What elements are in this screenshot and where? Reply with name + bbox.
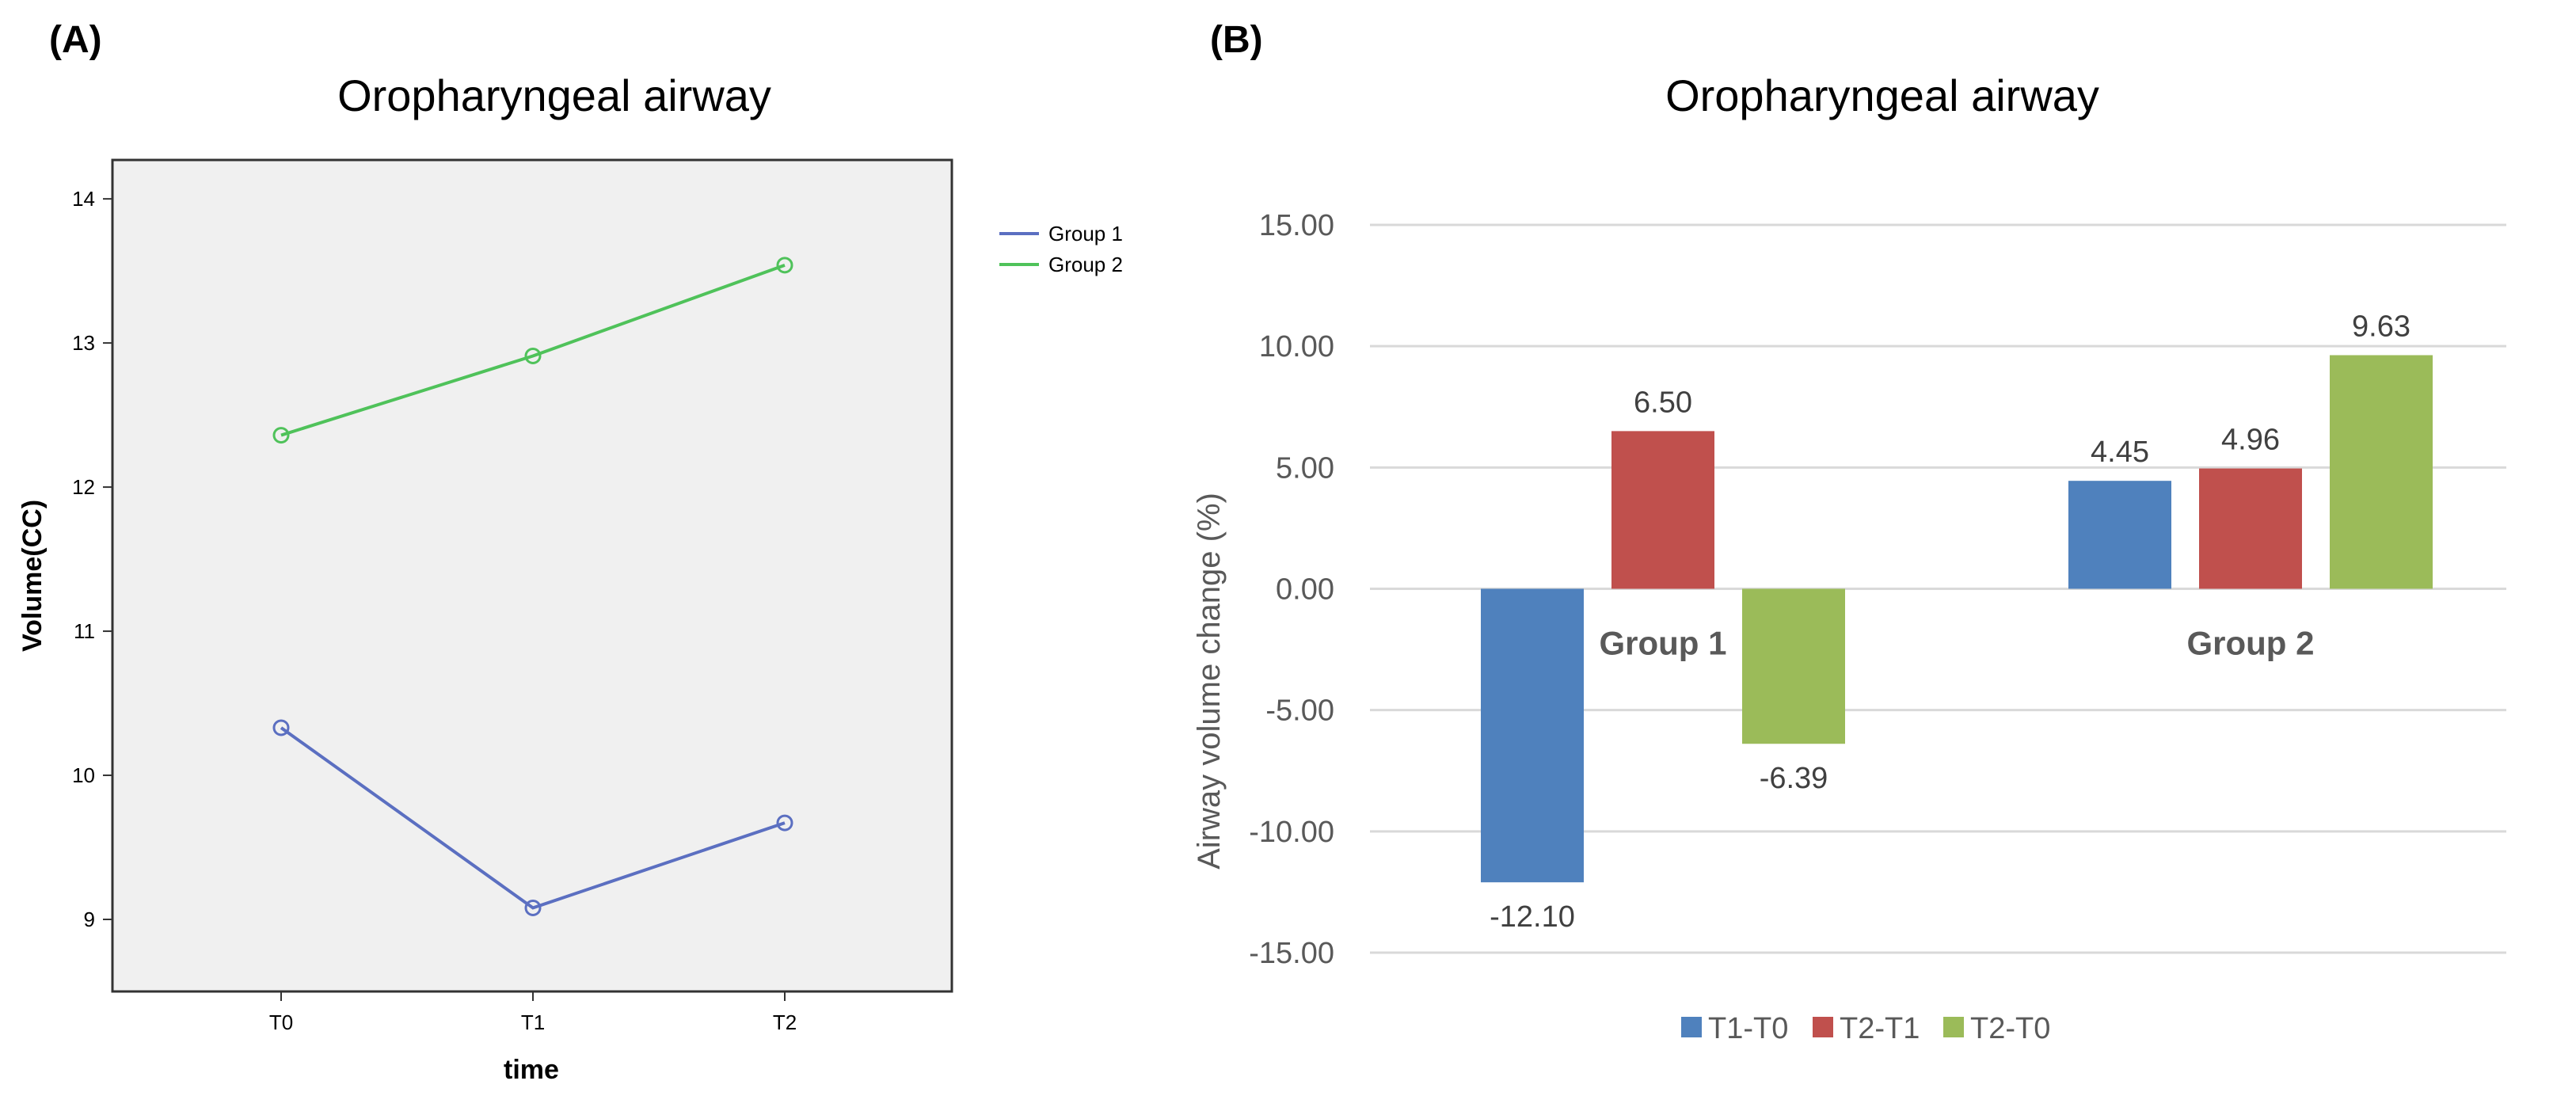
panel-b-label: (B) (1210, 19, 1263, 61)
category-label: Group 1 (1599, 625, 1726, 662)
y-tick-label: 15.00 (1259, 209, 1334, 242)
data-label: 9.63 (2352, 310, 2410, 344)
bar-chart: Oropharyngeal airway -15.00 -10.00 -5.00 0.… (1192, 70, 2506, 1045)
legend-swatch (1813, 1017, 1833, 1037)
x-tick-label: T1 (521, 1010, 545, 1034)
y-tick-label: 14 (72, 187, 95, 211)
series-line (280, 263, 786, 437)
series-group (272, 257, 793, 916)
data-point (776, 814, 793, 832)
y-axis-label: Airway volume change (%) (1192, 493, 1227, 870)
bar (1611, 431, 1714, 589)
y-axis-label: Volume(CC) (17, 500, 48, 652)
data-point (524, 347, 542, 364)
y-tick-label: 10.00 (1259, 330, 1334, 363)
y-tick-label: 11 (74, 619, 95, 643)
category-labels: Group 1 Group 2 (1599, 625, 2314, 662)
data-label: -12.10 (1490, 900, 1575, 934)
y-tick-label: -10.00 (1249, 816, 1334, 849)
y-tick-label: 0.00 (1276, 573, 1334, 607)
y-axis-ticks: 9 10 11 12 13 14 (72, 187, 112, 931)
bars (1481, 355, 2433, 883)
legend: Group 1 Group 2 (999, 222, 1123, 276)
y-tick-label: -5.00 (1265, 695, 1334, 728)
legend-label: Group 1 (1048, 222, 1123, 245)
line-chart-title: Oropharyngeal airway (337, 70, 771, 120)
plot-area (111, 158, 953, 993)
x-axis-ticks: T0 T1 T2 (269, 991, 797, 1034)
bar (1481, 588, 1584, 883)
data-label: 4.45 (2091, 436, 2149, 469)
y-tick-label: -15.00 (1249, 937, 1334, 970)
bar (2068, 481, 2171, 589)
bar-chart-title: Oropharyngeal airway (1665, 70, 2099, 120)
data-point (776, 257, 793, 274)
bar (2199, 468, 2302, 589)
bar (1742, 588, 1845, 744)
y-tick-label: 12 (72, 475, 95, 499)
legend-swatch (1681, 1017, 1702, 1037)
y-tick-label: 10 (72, 763, 95, 787)
legend-label: T2-T0 (1970, 1012, 2050, 1045)
data-label: 6.50 (1634, 386, 1692, 419)
legend-label: T1-T0 (1708, 1012, 1788, 1045)
y-tick-label: 13 (72, 331, 95, 355)
data-label: -6.39 (1760, 762, 1828, 795)
category-label: Group 2 (2186, 625, 2314, 662)
series-line (280, 726, 786, 910)
data-point (524, 899, 542, 916)
bar (2330, 355, 2433, 589)
data-point (272, 719, 290, 736)
data-label: 4.96 (2221, 424, 2280, 457)
x-tick-label: T2 (773, 1010, 797, 1034)
y-tick-label: 9 (84, 908, 95, 931)
legend-label: Group 2 (1048, 253, 1123, 276)
legend-label: T2-T1 (1840, 1012, 1920, 1045)
x-tick-label: T0 (269, 1010, 293, 1034)
legend-swatch (1943, 1017, 1964, 1037)
data-labels: -12.10 4.45 6.50 4.96 -6.39 9.63 (1490, 310, 2410, 934)
x-axis-label: time (504, 1055, 559, 1085)
panel-a-label: (A) (49, 19, 102, 61)
legend: T1-T0 T2-T1 T2-T0 (1681, 1012, 2050, 1045)
y-axis-ticks: -15.00 -10.00 -5.00 0.00 5.00 10.00 15.00 (1249, 209, 1334, 970)
y-tick-label: 5.00 (1276, 451, 1334, 485)
data-point (272, 427, 290, 444)
